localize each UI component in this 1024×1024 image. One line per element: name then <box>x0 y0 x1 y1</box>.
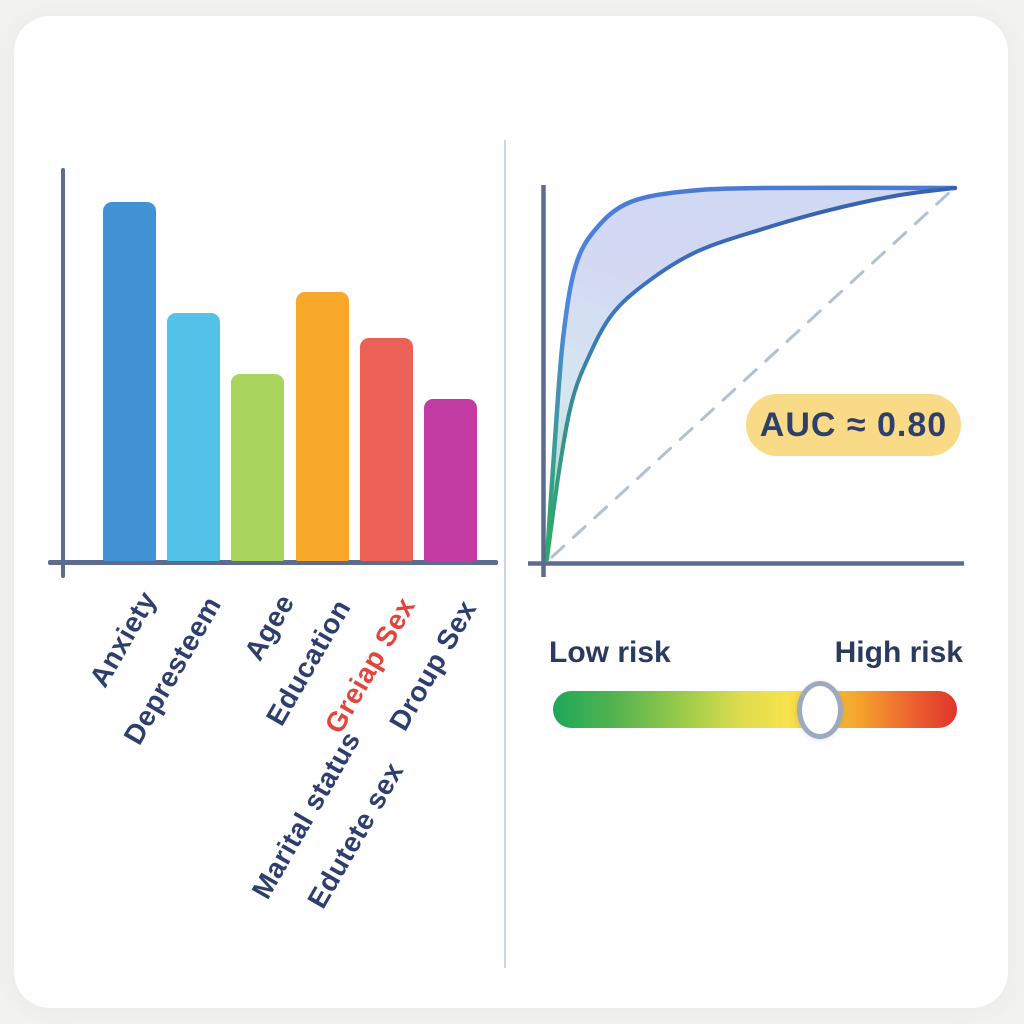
risk-slider-track[interactable] <box>553 691 957 728</box>
bar-chart-y-axis <box>61 168 65 578</box>
auc-badge: AUC ≈ 0.80 <box>746 394 961 456</box>
risk-scale-labels: Low risk High risk <box>549 636 963 670</box>
risk-slider-thumb[interactable] <box>797 681 843 739</box>
bar-1 <box>103 202 156 561</box>
bar-chart-x-axis <box>48 560 498 565</box>
bar-2 <box>167 313 220 561</box>
bar-4 <box>296 292 349 561</box>
roc-chart <box>528 185 964 577</box>
low-risk-label: Low risk <box>549 636 671 669</box>
bar-3 <box>231 374 284 561</box>
chance-diagonal-line <box>550 189 953 559</box>
panel-divider <box>504 140 506 968</box>
high-risk-label: High risk <box>834 636 963 669</box>
bar-6 <box>424 399 477 561</box>
roc-curve-upper <box>544 185 958 562</box>
roc-curve-lower <box>545 186 957 561</box>
bar-5 <box>360 338 413 561</box>
